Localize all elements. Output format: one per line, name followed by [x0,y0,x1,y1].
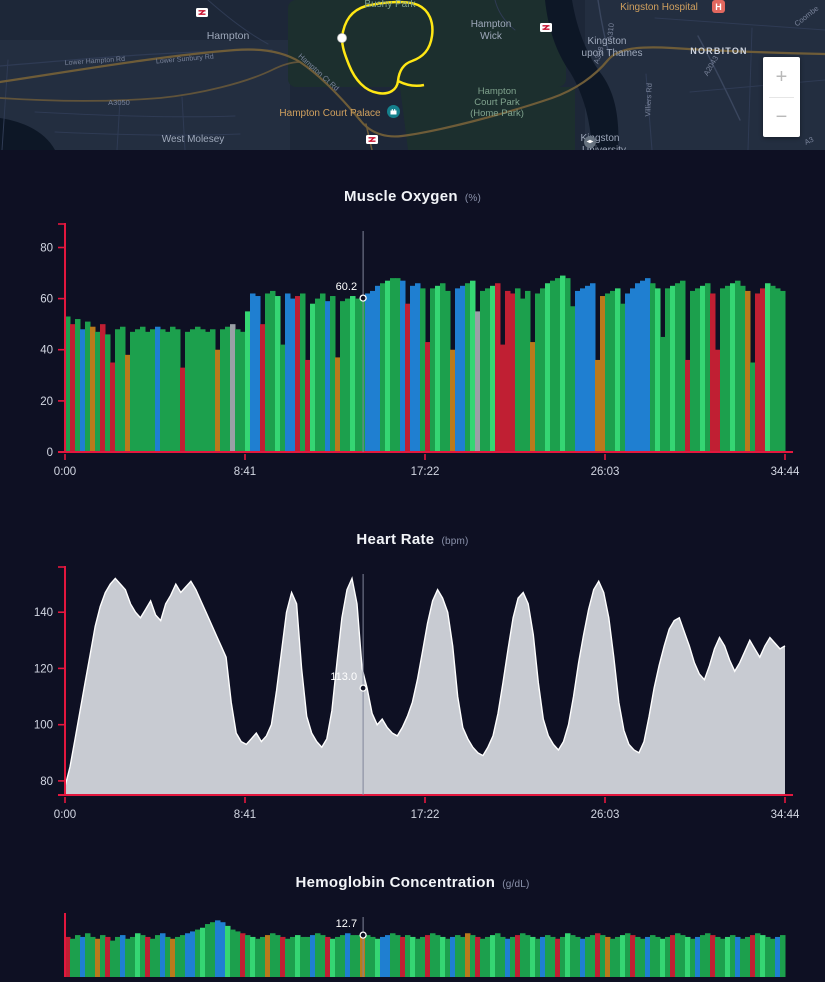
x-tick-label: 17:22 [411,809,440,821]
y-tick-label: 20 [40,396,53,408]
cursor: 12.7 [336,917,367,977]
chart-title-text: Muscle Oxygen [343,188,458,205]
map-label: Villiers Rd [643,83,654,117]
map-label: A310 [605,23,616,41]
map-label: A3 [803,135,815,147]
map-label: Kingston [581,133,620,144]
rail-station-icon [366,135,378,144]
zoom-in-button[interactable]: + [763,57,800,97]
x-tick-label: 8:41 [234,809,256,821]
hospital-icon: H [712,0,725,13]
axes: 0 20 40 60 80 0:00 8:41 17:22 26:03 34:44 [40,223,800,478]
map-label: Hampton Court Palace [279,108,381,119]
chart-unit: (%) [464,193,482,204]
map-label: Hampton [471,19,512,30]
series [65,920,786,977]
map-icons: H [196,0,725,148]
map-label: Hampton [207,30,250,42]
map-label: Kingston [588,36,627,47]
y-tick-label: 80 [40,243,53,255]
muscle-oxygen-chart: Muscle Oxygen (%) 0 20 40 60 80 0:00 8:41 17:22 2… [0,188,825,487]
palace-icon [387,105,400,118]
map-label: NORBITON [690,46,747,56]
map-zoom-control: + − [763,57,800,137]
map-canvas: Bushy Park Kingston Hospital Hampton Hampto… [0,0,825,150]
cursor-value: 113.0 [330,671,357,683]
x-tick-label: 0:00 [54,809,76,821]
hemoglobin-chart: Hemoglobin Concentration (g/dL) 12.7 [0,874,825,977]
x-tick-label: 0:00 [54,466,76,478]
heart-rate-plot[interactable]: 80 100 120 140 0:00 8:41 17:22 26:03 34:44 113.0 [0,562,825,830]
cursor-dot [359,294,367,302]
y-tick-label: 0 [47,447,53,459]
hemoglobin-title: Hemoglobin Concentration (g/dL) [0,874,825,891]
route-map[interactable]: Bushy Park Kingston Hospital Hampton Hampto… [0,0,825,150]
chart-unit: (g/dL) [502,879,530,890]
rail-station-icon [540,23,552,32]
series [65,275,786,453]
map-label: West Molesey [162,134,225,145]
gps-route [337,0,434,95]
map-label: (Home Park) [470,108,524,119]
x-tick-label: 26:03 [591,809,620,821]
rail-station-icon [196,8,208,17]
university-icon [584,136,596,148]
map-label: Bushy Park [364,0,416,10]
map-label: Wick [480,31,503,42]
axes: 80 100 120 140 0:00 8:41 17:22 26:03 34:44 [34,566,800,821]
muscle-oxygen-plot[interactable]: 0 20 40 60 80 0:00 8:41 17:22 26:03 34:44 60.2 [0,219,825,487]
route-path [340,0,434,95]
chart-title-text: Heart Rate [356,531,435,548]
y-tick-label: 140 [34,607,53,619]
y-tick-label: 100 [34,720,53,732]
x-tick-label: 26:03 [591,466,620,478]
map-label: upon Thames [582,48,643,59]
map-label: University [582,145,626,150]
zoom-out-button[interactable]: − [763,98,800,138]
svg-text:H: H [715,2,722,12]
cursor-dot [359,684,367,692]
chart-title-text: Hemoglobin Concentration [295,874,496,891]
route-start-marker [337,33,347,43]
zoom-divider [769,96,794,98]
y-tick-label: 40 [40,345,53,357]
map-parks [288,0,575,150]
map-label: Kingston Hospital [620,2,698,13]
heart-rate-chart: Heart Rate (bpm) 80 100 120 140 0:00 8:41 17:22… [0,531,825,830]
cursor-value: 60.2 [336,281,357,293]
x-tick-label: 34:44 [771,809,800,821]
x-tick-label: 17:22 [411,466,440,478]
heart-rate-title: Heart Rate (bpm) [0,531,825,548]
hemoglobin-plot[interactable]: 12.7 [0,905,825,977]
series [64,576,786,795]
y-tick-label: 80 [40,776,53,788]
map-label: Lower Hampton Rd [65,56,126,67]
chart-unit: (bpm) [441,536,469,547]
map-water [0,0,619,150]
muscle-oxygen-title: Muscle Oxygen (%) [0,188,825,205]
x-tick-label: 8:41 [234,466,256,478]
y-tick-label: 120 [34,663,53,675]
map-label: A3050 [108,98,130,107]
map-label: Hampton [478,86,517,97]
cursor: 60.2 [336,231,367,452]
map-roads [0,0,825,150]
cursor-value: 12.7 [336,918,357,930]
x-tick-label: 34:44 [771,466,800,478]
map-label: Court Park [474,97,520,108]
cursor: 113.0 [330,574,367,795]
cursor-dot [359,931,367,939]
y-tick-label: 60 [40,294,53,306]
